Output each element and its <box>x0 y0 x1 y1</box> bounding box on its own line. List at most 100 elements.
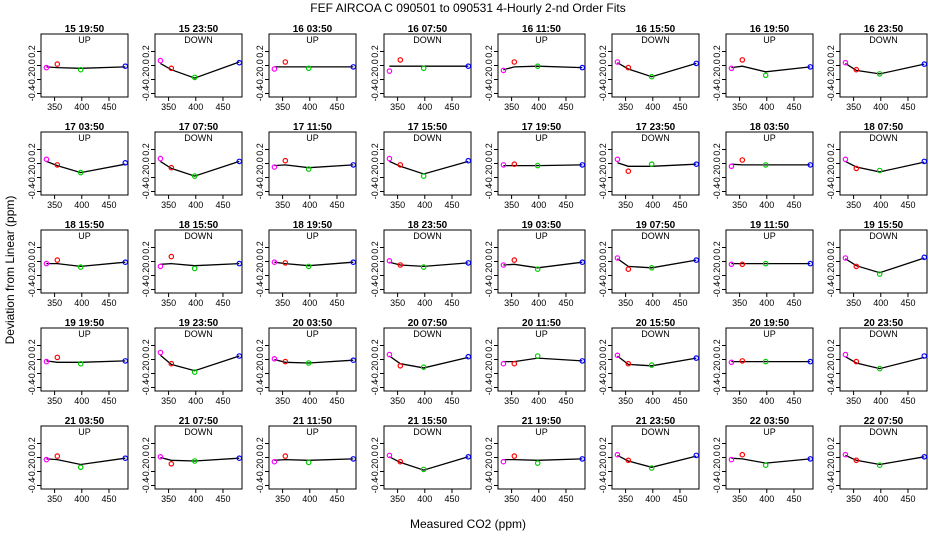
data-point <box>43 456 50 463</box>
x-tick-label: 450 <box>672 396 687 406</box>
y-tick-label: 0.0 <box>484 157 494 170</box>
data-point <box>54 453 61 459</box>
panel-mode-label: UP <box>535 133 548 143</box>
data-point <box>122 160 129 166</box>
data-point <box>807 358 814 365</box>
data-point <box>77 169 84 176</box>
y-tick-label: 0.0 <box>370 157 380 170</box>
x-tick-label: 450 <box>672 200 687 210</box>
x-tick-label: 450 <box>672 298 687 308</box>
y-tick-label: 0.0 <box>826 353 836 366</box>
data-point <box>350 259 357 266</box>
panel-title: 17 15:50 <box>408 122 448 133</box>
y-tick-label: 0.2 <box>27 437 37 450</box>
y-tick-label: -0.4 <box>484 184 494 200</box>
data-point <box>511 257 518 263</box>
data-point <box>54 61 61 67</box>
fit-line <box>389 261 469 268</box>
data-point <box>693 452 700 459</box>
x-tick-label: 400 <box>302 494 317 504</box>
data-point <box>728 261 735 268</box>
fit-line <box>503 164 583 167</box>
data-point <box>693 60 700 67</box>
x-tick-label: 400 <box>645 200 660 210</box>
x-tick-label: 450 <box>672 102 687 112</box>
y-tick-label: 0.0 <box>598 451 608 464</box>
y-tick-label: -0.2 <box>370 366 380 382</box>
y-tick-label: -0.2 <box>826 268 836 284</box>
data-point <box>77 66 84 73</box>
y-tick-label: 0.0 <box>598 157 608 170</box>
data-point <box>876 167 883 174</box>
data-point <box>842 255 849 261</box>
panel-mode-label: UP <box>763 133 776 143</box>
panel-title: 19 23:50 <box>179 318 219 329</box>
panel-title: 18 03:50 <box>750 122 790 133</box>
x-tick-label: 350 <box>390 102 405 112</box>
x-tick-label: 450 <box>900 396 915 406</box>
x-tick-label: 350 <box>47 494 62 504</box>
data-point <box>693 161 700 168</box>
y-tick-label: -0.4 <box>484 478 494 494</box>
data-point <box>420 364 427 371</box>
y-tick-label: 0.2 <box>484 143 494 156</box>
panel-mode-label: DOWN <box>869 329 898 339</box>
panel-mode-label: DOWN <box>869 35 898 45</box>
x-tick-label: 350 <box>618 298 633 308</box>
y-tick-label: -0.4 <box>484 380 494 396</box>
data-point <box>191 265 198 272</box>
data-point <box>236 353 243 359</box>
y-tick-label: 0.2 <box>370 45 380 58</box>
x-tick-label: 400 <box>188 298 203 308</box>
fit-line <box>389 456 469 471</box>
y-tick-label: -0.2 <box>826 366 836 382</box>
panel-mode-label: DOWN <box>869 231 898 241</box>
data-point <box>534 162 541 169</box>
panel-mode-label: UP <box>763 231 776 241</box>
x-tick-label: 350 <box>618 396 633 406</box>
y-tick-label: 0.0 <box>141 451 151 464</box>
data-point <box>579 456 586 462</box>
x-tick-label: 450 <box>215 298 230 308</box>
data-point <box>191 74 198 81</box>
y-tick-label: -0.2 <box>27 366 37 382</box>
data-point <box>271 164 278 170</box>
data-point <box>842 156 849 163</box>
y-tick-label: 0.2 <box>712 45 722 58</box>
data-point <box>236 59 243 66</box>
x-tick-label: 350 <box>161 494 176 504</box>
x-tick-label: 350 <box>846 298 861 308</box>
data-point <box>191 173 198 179</box>
fit-line <box>46 160 126 174</box>
y-tick-label: -0.2 <box>826 464 836 480</box>
y-tick-label: 0.0 <box>826 255 836 268</box>
y-tick-label: -0.4 <box>255 282 265 298</box>
data-point <box>122 63 129 69</box>
data-point <box>762 462 769 469</box>
y-tick-label: -0.4 <box>141 380 151 396</box>
y-tick-label: -0.4 <box>141 184 151 200</box>
data-point <box>693 355 700 361</box>
y-tick-label: -0.4 <box>826 478 836 494</box>
x-tick-label: 350 <box>846 396 861 406</box>
x-tick-label: 450 <box>900 298 915 308</box>
y-tick-label: -0.4 <box>141 86 151 102</box>
panel-mode-label: UP <box>78 231 91 241</box>
data-point <box>739 261 746 268</box>
panel-mode-label: UP <box>763 329 776 339</box>
fit-line <box>46 360 126 363</box>
y-tick-label: 0.2 <box>826 339 836 352</box>
panel-title: 19 19:50 <box>65 318 105 329</box>
panel-title: 17 07:50 <box>179 122 219 133</box>
panel-mode-label: DOWN <box>869 133 898 143</box>
fit-line <box>503 261 583 269</box>
panel-mode-label: UP <box>306 35 319 45</box>
panel-title: 16 19:50 <box>750 24 790 35</box>
data-point <box>693 257 700 263</box>
fit-line <box>46 457 126 466</box>
data-point <box>397 57 404 63</box>
